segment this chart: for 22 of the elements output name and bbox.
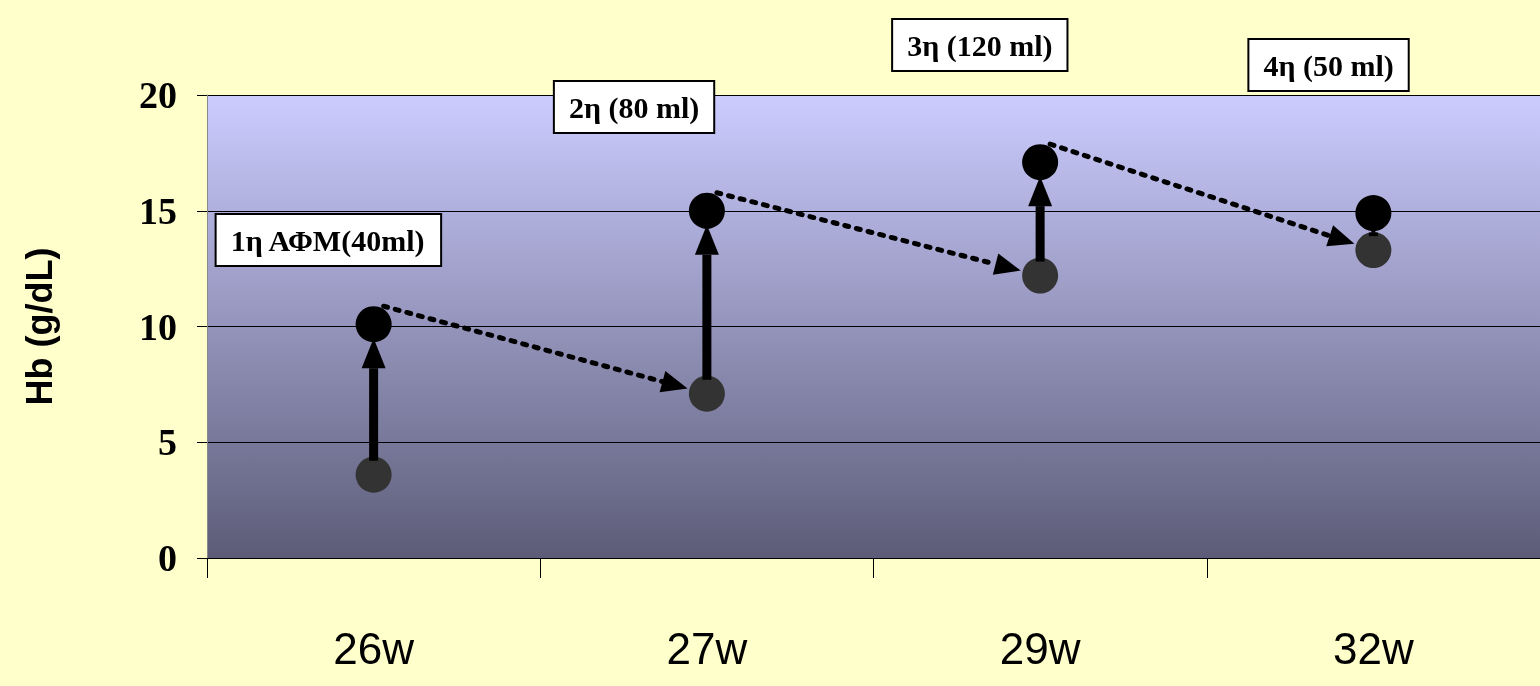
x-tick-label: 27w bbox=[666, 623, 748, 673]
point bbox=[1022, 257, 1059, 294]
annotation: 2η (80 ml) bbox=[568, 90, 700, 125]
annotation: 1η ΑΦΜ(40ml) bbox=[230, 223, 425, 258]
point bbox=[688, 375, 725, 412]
y-tick-label: 10 bbox=[139, 305, 177, 348]
point bbox=[1022, 144, 1059, 181]
point bbox=[1355, 195, 1392, 232]
point bbox=[1355, 232, 1392, 269]
y-tick-label: 0 bbox=[158, 537, 177, 579]
y-axis-title: Hb (g/dL) bbox=[18, 247, 60, 406]
text: 4η (50 ml) bbox=[1263, 48, 1394, 83]
x-tick-label: 32w bbox=[1333, 623, 1414, 673]
x-tick-label: 29w bbox=[999, 623, 1081, 673]
y-tick-label: 20 bbox=[139, 74, 177, 116]
point bbox=[688, 192, 725, 229]
x-tick-label: 26w bbox=[333, 623, 415, 673]
point bbox=[355, 306, 392, 343]
text: 3η (120 ml) bbox=[907, 28, 1053, 63]
point bbox=[355, 456, 392, 493]
y-tick-label: 5 bbox=[158, 421, 177, 464]
y-tick-label: 15 bbox=[139, 189, 177, 232]
